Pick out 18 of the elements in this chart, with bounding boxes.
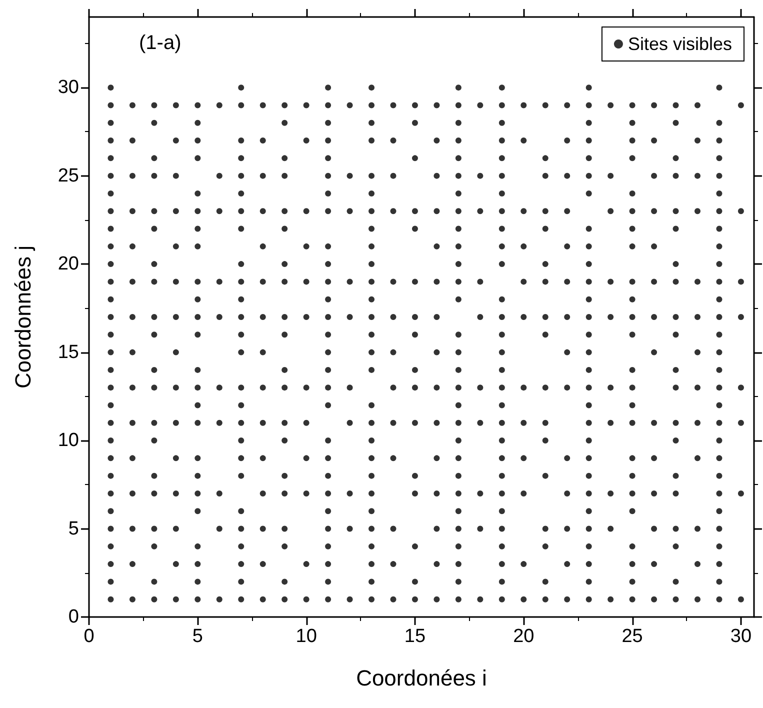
y-axis-title: Coordonnées j bbox=[10, 245, 36, 389]
x-tick-label: 30 bbox=[730, 626, 752, 647]
y-tick-label: 15 bbox=[58, 342, 79, 363]
y-tick-label: 25 bbox=[58, 165, 79, 186]
y-tick-label: 30 bbox=[58, 77, 79, 98]
x-axis-title: Coordonées i bbox=[356, 666, 487, 690]
x-tick-label: 10 bbox=[296, 626, 317, 647]
x-tick-label: 25 bbox=[622, 626, 643, 647]
x-tick-label: 20 bbox=[513, 626, 534, 647]
x-tick-label: 5 bbox=[192, 626, 203, 647]
x-tick-label: 0 bbox=[84, 626, 94, 647]
legend-label: Sites visibles bbox=[628, 34, 732, 54]
y-tick-label: 10 bbox=[58, 430, 79, 452]
y-tick-label: 0 bbox=[68, 606, 79, 628]
x-tick-label: 15 bbox=[404, 626, 426, 647]
y-tick-label: 20 bbox=[58, 254, 79, 275]
y-tick-label: 5 bbox=[68, 518, 79, 540]
annotation: (1-a) bbox=[139, 32, 182, 54]
